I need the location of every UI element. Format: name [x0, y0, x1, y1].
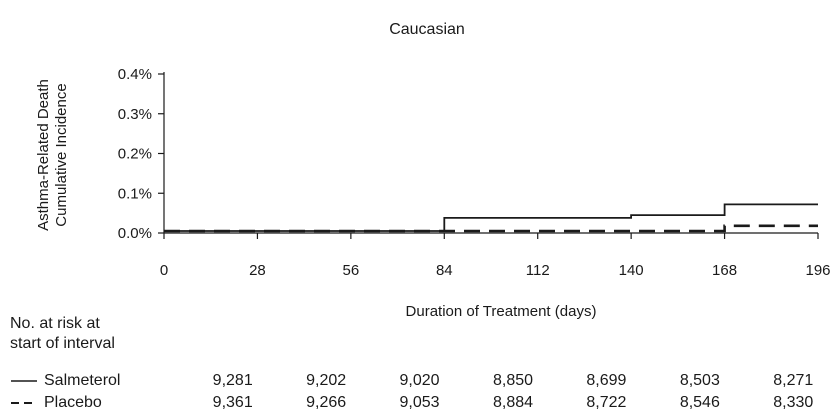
x-tick-label: 56	[343, 262, 360, 279]
y-tick-label: 0.2%	[118, 146, 152, 163]
x-tick-label: 140	[619, 262, 644, 279]
risk-cell: 9,202	[306, 372, 347, 389]
chart-title: Caucasian	[389, 21, 465, 38]
y-tick-label: 0.1%	[118, 185, 152, 202]
legend-line-placebo	[11, 401, 37, 404]
series-salmeterol-line	[164, 203, 818, 232]
legend-line-salmeterol	[11, 379, 37, 382]
risk-header-line-1: No. at risk at	[10, 315, 100, 332]
risk-row-label: Salmeterol	[10, 372, 160, 390]
y-tick-label: 0.3%	[118, 106, 152, 123]
risk-cell: 8,699	[586, 372, 627, 389]
risk-cell: 8,271	[773, 372, 814, 389]
y-tick-label: 0.0%	[118, 225, 152, 242]
risk-cell: 8,884	[492, 394, 534, 411]
y-tick-labels: 0.0% 0.1% 0.2% 0.3% 0.4%	[118, 66, 152, 242]
risk-cell: 9,053	[399, 394, 440, 411]
risk-row-placebo: Placebo 9,361 9,266 9,053 8,884 8,722 8,546 8,3…	[10, 394, 820, 412]
x-axis-label: Duration of Treatment (days)	[406, 303, 597, 320]
y-axis-label: Asthma-Related Death Cumulative Incidenc…	[35, 79, 70, 231]
risk-table-header: No. at risk at start of interval	[10, 314, 115, 354]
series-placebo-line	[164, 224, 818, 233]
risk-cell: 8,546	[679, 394, 720, 411]
y-tick-label: 0.4%	[118, 66, 152, 83]
risk-cell: 8,722	[586, 394, 627, 411]
x-tick-labels: 0 28 56 84 112 140 168 196	[160, 262, 830, 279]
x-tick-label: 168	[712, 262, 737, 279]
risk-cell: 9,361	[212, 394, 253, 411]
y-axis-label-line-1: Asthma-Related Death	[35, 79, 52, 231]
risk-cell: 8,503	[679, 372, 720, 389]
series-layer	[164, 203, 818, 233]
risk-row-salmeterol: Salmeterol 9,281 9,202 9,020 8,850 8,699 8,503…	[10, 372, 820, 390]
x-tick-label: 196	[805, 262, 830, 279]
risk-header-line-2: start of interval	[10, 335, 115, 352]
risk-cell: 9,281	[212, 372, 253, 389]
x-tick-label: 112	[526, 262, 550, 279]
chart-canvas: Caucasian Asthma-Related Death Cumulativ…	[35, 21, 830, 320]
y-axis-label-line-2: Cumulative Incidence	[53, 83, 70, 226]
risk-row-name: Salmeterol	[44, 372, 121, 389]
x-tick-label: 84	[436, 262, 453, 279]
axes	[158, 72, 819, 239]
risk-cell: 9,266	[306, 394, 347, 411]
risk-row-name: Placebo	[44, 394, 102, 411]
x-tick-label: 28	[249, 262, 266, 279]
risk-cell: 8,330	[773, 394, 814, 411]
risk-cell: 8,850	[492, 372, 534, 389]
x-tick-label: 0	[160, 262, 168, 279]
risk-cell: 9,020	[399, 372, 440, 389]
risk-row-label: Placebo	[10, 394, 160, 412]
